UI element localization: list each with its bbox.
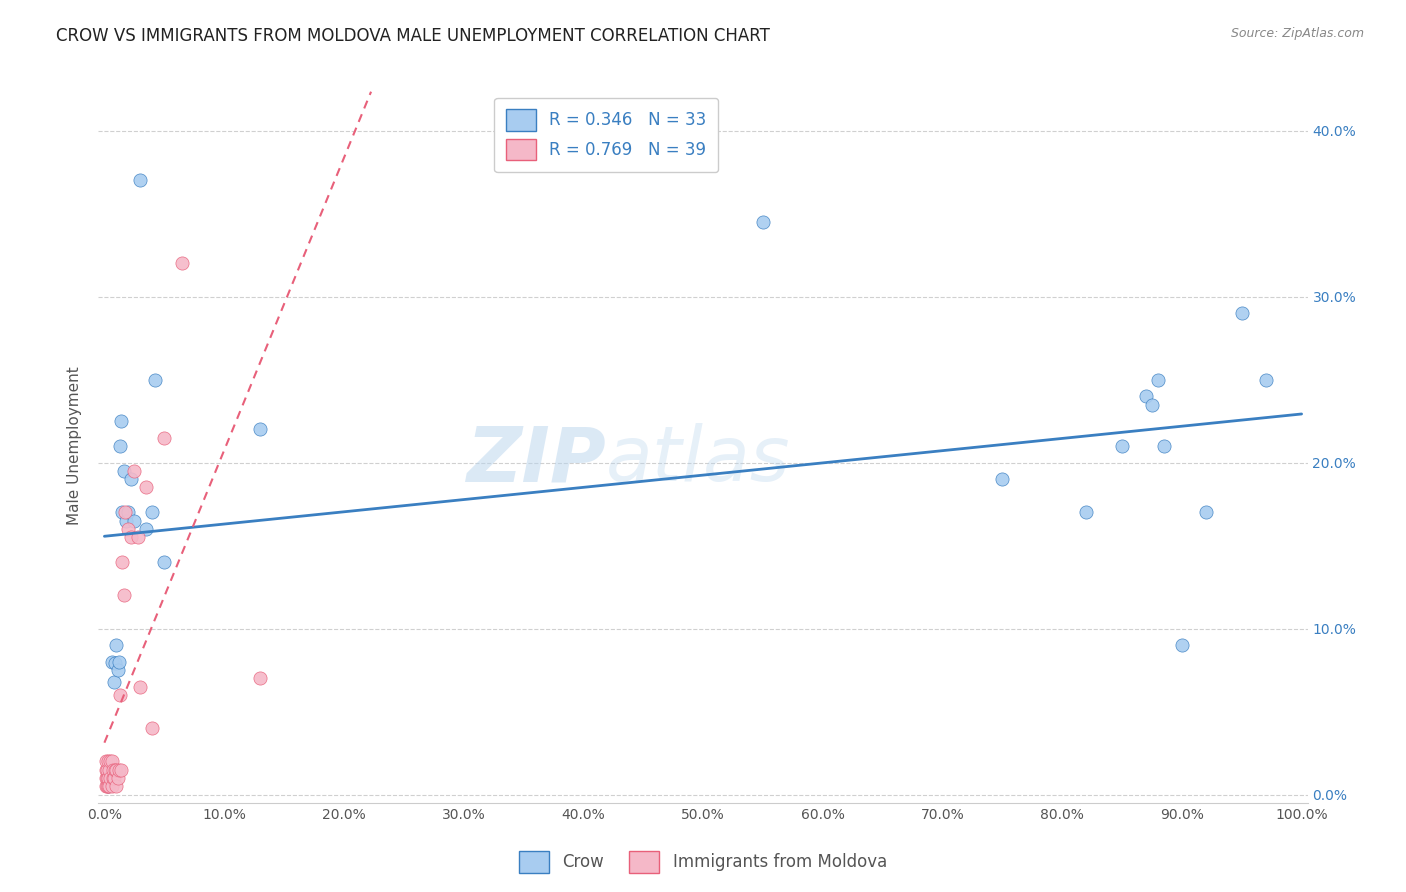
- Point: [112, 588, 135, 602]
- Point: [114, 505, 136, 519]
- Point: [143, 373, 166, 387]
- Point: [141, 505, 163, 519]
- Point: [135, 522, 157, 536]
- Point: [98, 763, 121, 777]
- Point: [1140, 397, 1163, 411]
- Point: [97, 771, 120, 785]
- Point: [120, 530, 142, 544]
- Point: [94, 754, 117, 768]
- Point: [1254, 373, 1277, 387]
- Y-axis label: Male Unemployment: Male Unemployment: [67, 367, 83, 525]
- Point: [117, 505, 139, 519]
- Text: ZIP: ZIP: [467, 424, 606, 497]
- Point: [94, 763, 117, 777]
- Point: [1074, 505, 1097, 519]
- Point: [96, 771, 118, 785]
- Point: [96, 763, 118, 777]
- Point: [100, 754, 122, 768]
- Point: [104, 763, 127, 777]
- Point: [105, 638, 128, 652]
- Point: [107, 771, 129, 785]
- Point: [112, 464, 135, 478]
- Point: [117, 522, 139, 536]
- Point: [111, 505, 134, 519]
- Point: [1147, 373, 1170, 387]
- Point: [107, 655, 129, 669]
- Point: [105, 779, 128, 793]
- Point: [103, 771, 125, 785]
- Point: [110, 414, 132, 428]
- Point: [111, 555, 134, 569]
- Point: [1230, 306, 1253, 320]
- Point: [94, 779, 117, 793]
- Legend: R = 0.346   N = 33, R = 0.769   N = 39: R = 0.346 N = 33, R = 0.769 N = 39: [495, 97, 718, 172]
- Point: [1135, 389, 1157, 403]
- Point: [100, 754, 122, 768]
- Point: [129, 680, 152, 694]
- Point: [249, 671, 271, 685]
- Text: atlas: atlas: [606, 424, 790, 497]
- Legend: Crow, Immigrants from Moldova: Crow, Immigrants from Moldova: [513, 845, 893, 880]
- Point: [153, 431, 176, 445]
- Point: [107, 763, 129, 777]
- Text: Source: ZipAtlas.com: Source: ZipAtlas.com: [1230, 27, 1364, 40]
- Point: [172, 256, 194, 270]
- Point: [100, 779, 122, 793]
- Point: [105, 763, 128, 777]
- Point: [124, 464, 146, 478]
- Point: [752, 215, 775, 229]
- Point: [97, 779, 120, 793]
- Point: [141, 721, 163, 735]
- Point: [120, 472, 142, 486]
- Point: [101, 763, 124, 777]
- Point: [94, 771, 117, 785]
- Point: [108, 439, 131, 453]
- Point: [153, 555, 176, 569]
- Point: [124, 514, 146, 528]
- Point: [1111, 439, 1133, 453]
- Point: [100, 655, 122, 669]
- Point: [108, 688, 131, 702]
- Point: [100, 771, 122, 785]
- Point: [98, 779, 121, 793]
- Point: [107, 663, 129, 677]
- Point: [127, 530, 149, 544]
- Point: [97, 754, 120, 768]
- Point: [135, 481, 157, 495]
- Point: [101, 771, 124, 785]
- Point: [97, 779, 120, 793]
- Point: [1195, 505, 1218, 519]
- Point: [991, 472, 1014, 486]
- Point: [110, 763, 132, 777]
- Point: [1171, 638, 1194, 652]
- Point: [129, 173, 152, 187]
- Text: CROW VS IMMIGRANTS FROM MOLDOVA MALE UNEMPLOYMENT CORRELATION CHART: CROW VS IMMIGRANTS FROM MOLDOVA MALE UNE…: [56, 27, 770, 45]
- Point: [115, 514, 138, 528]
- Point: [96, 779, 118, 793]
- Point: [249, 422, 271, 436]
- Point: [1153, 439, 1175, 453]
- Point: [104, 657, 127, 671]
- Point: [103, 674, 125, 689]
